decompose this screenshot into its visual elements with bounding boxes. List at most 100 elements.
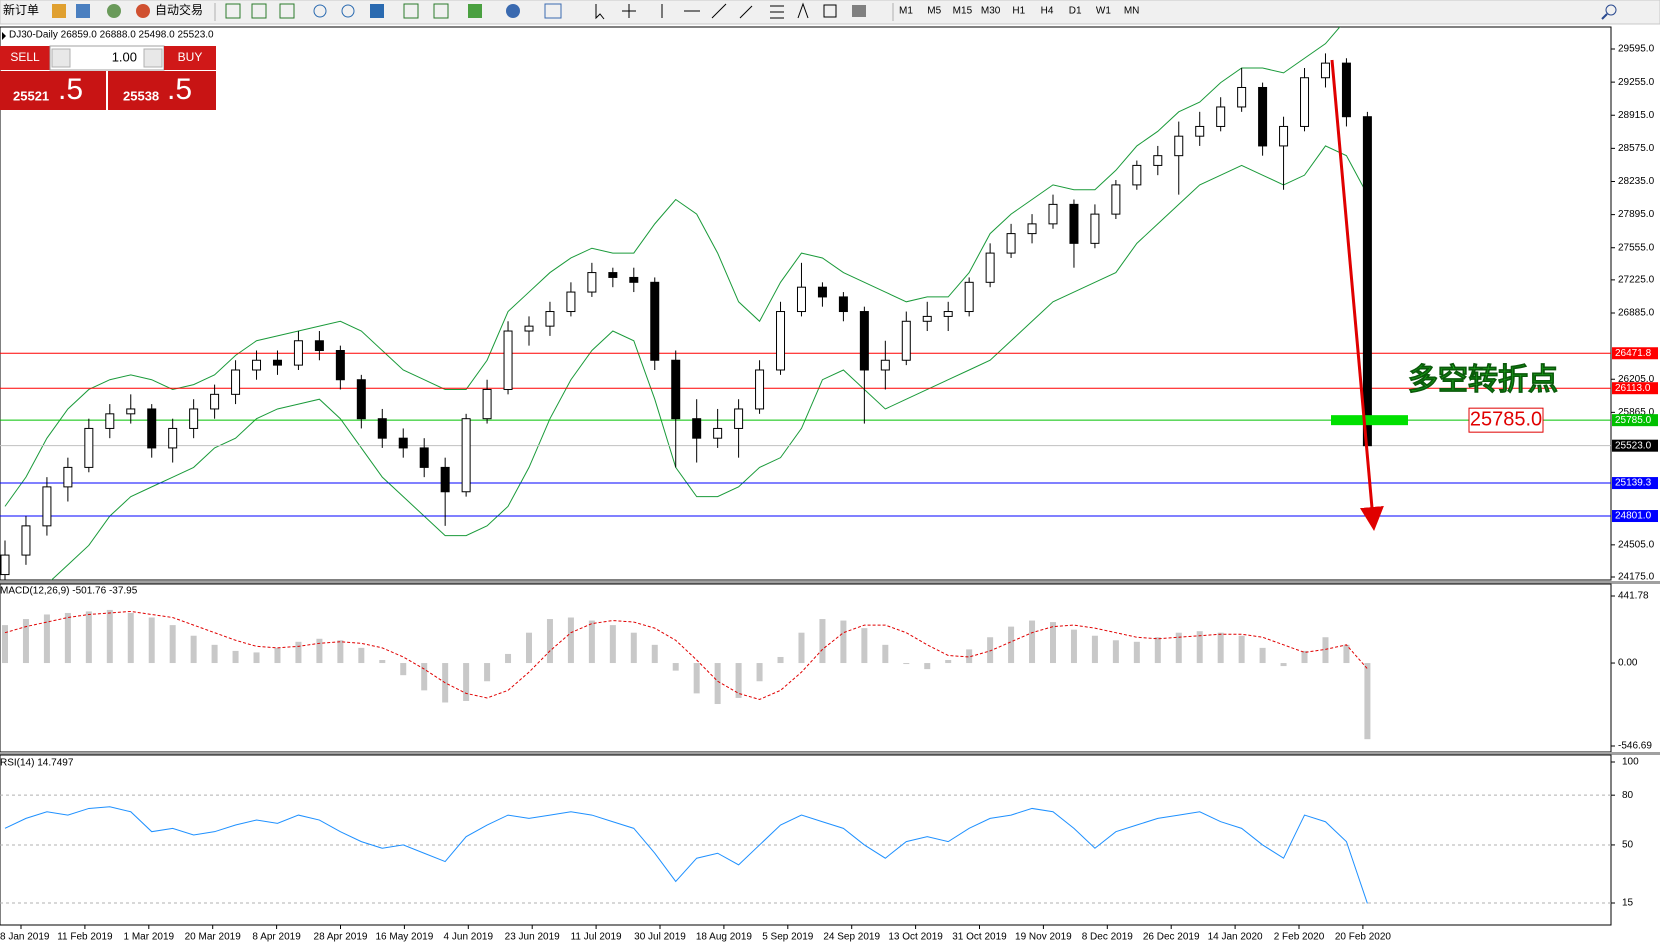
icon[interactable] [313, 4, 327, 18]
date-label: 1 Mar 2019 [124, 932, 175, 943]
price-tick-label: 27555.0 [1618, 242, 1655, 253]
macd-bar [1364, 663, 1371, 740]
macd-bar [756, 663, 763, 682]
price-tick-label: 25865.0 [1618, 407, 1655, 418]
timeframe-button[interactable]: H1 [1012, 6, 1025, 17]
icon[interactable] [823, 4, 837, 18]
icon[interactable] [341, 4, 355, 18]
timeframe-button[interactable]: M30 [981, 6, 1001, 17]
icon[interactable] [506, 4, 520, 18]
sell-price-box[interactable] [0, 71, 106, 110]
macd-bar [735, 663, 742, 698]
timeframe-button[interactable]: H4 [1041, 6, 1054, 17]
date-label: 8 Apr 2019 [252, 932, 301, 943]
buy-pips: .5 [167, 73, 192, 106]
rsi-title: RSI(14) 14.7497 [0, 758, 74, 769]
icon[interactable] [251, 3, 267, 19]
candle-body [461, 418, 471, 493]
icon[interactable] [76, 4, 90, 18]
icon[interactable] [403, 3, 419, 19]
icon[interactable] [225, 3, 241, 19]
macd-bar [840, 620, 847, 664]
icon[interactable] [107, 4, 121, 18]
candle-body [1279, 125, 1289, 147]
timeframe-button[interactable]: M1 [899, 6, 913, 17]
icon[interactable] [279, 3, 295, 19]
buy-label[interactable]: BUY [178, 50, 203, 64]
macd-bar [714, 663, 721, 705]
macd-bar [421, 663, 428, 691]
timeframe-button[interactable]: W1 [1096, 6, 1111, 17]
icon[interactable] [370, 4, 384, 18]
auto-trade-button[interactable]: 自动交易 [155, 2, 203, 17]
timeframe-button[interactable]: M5 [927, 6, 941, 17]
timeframe-button[interactable]: MN [1124, 6, 1140, 17]
candle-body [985, 252, 995, 283]
candle-body [335, 350, 345, 381]
icon[interactable] [544, 3, 562, 19]
rsi-tick-label: 15 [1622, 898, 1634, 909]
candle-body [231, 369, 241, 395]
icon[interactable] [739, 5, 753, 19]
macd-bar [337, 640, 344, 664]
macd-bar [798, 632, 805, 664]
date-label: 8 Jan 2019 [0, 932, 50, 943]
candle-body [671, 359, 681, 420]
price-tick-label: 26205.0 [1618, 374, 1655, 385]
timeframe-button[interactable]: D1 [1069, 6, 1082, 17]
candle-body [922, 315, 932, 322]
buy-price-box[interactable] [108, 71, 216, 110]
macd-bar [609, 625, 616, 664]
candle-body [1090, 213, 1100, 244]
macd-tick-label: 0.00 [1618, 658, 1638, 669]
price-tick-label: 28575.0 [1618, 143, 1655, 154]
icon[interactable] [770, 5, 784, 19]
macd-bar [169, 625, 176, 664]
macd-bar [211, 644, 218, 664]
level-label-box [1612, 510, 1658, 523]
icon[interactable] [622, 4, 636, 18]
new-order-button[interactable]: 新订单 [3, 2, 39, 17]
candle-body [210, 393, 220, 410]
icon[interactable] [711, 3, 727, 19]
macd-bar [903, 663, 910, 665]
macd-bar [546, 619, 553, 664]
candle-body [755, 369, 765, 410]
icon[interactable] [468, 4, 482, 18]
macd-bar [945, 660, 952, 664]
candle-body [545, 311, 555, 327]
candle-body [0, 554, 10, 576]
candle-body [859, 311, 869, 371]
macd-bar [1029, 620, 1036, 664]
icon[interactable] [136, 4, 150, 18]
sell-label[interactable]: SELL [10, 50, 40, 64]
date-label: 23 Jun 2019 [505, 932, 560, 943]
icon[interactable] [433, 3, 449, 19]
level-label: 25523.0 [1615, 440, 1652, 451]
candle-body [314, 340, 324, 352]
rsi-tick-label: 100 [1622, 757, 1639, 768]
macd-bar [1112, 640, 1119, 664]
buy-price: 25538 [123, 88, 159, 103]
timeframe-button[interactable]: M15 [953, 6, 973, 17]
candle-body [1111, 184, 1121, 215]
sell-button[interactable] [0, 46, 50, 70]
lot-value[interactable]: 1.00 [112, 49, 137, 64]
candle-body [1153, 155, 1163, 166]
icon[interactable] [52, 4, 66, 18]
icon[interactable] [595, 4, 605, 20]
icon[interactable] [852, 5, 866, 17]
date-label: 18 Aug 2019 [696, 932, 753, 943]
macd-bar [400, 663, 407, 676]
icon[interactable] [797, 2, 809, 19]
macd-bar [526, 632, 532, 664]
search-icon[interactable] [1605, 4, 1617, 16]
candle-body [734, 408, 744, 429]
candle-body [817, 286, 827, 298]
price-tick-label: 27225.0 [1618, 275, 1655, 286]
price-box-label: 25785.0 [1470, 408, 1542, 430]
candle-body [21, 525, 31, 556]
buy-button[interactable] [164, 46, 216, 70]
candle-body [692, 418, 702, 439]
macd-bar [1091, 635, 1098, 664]
